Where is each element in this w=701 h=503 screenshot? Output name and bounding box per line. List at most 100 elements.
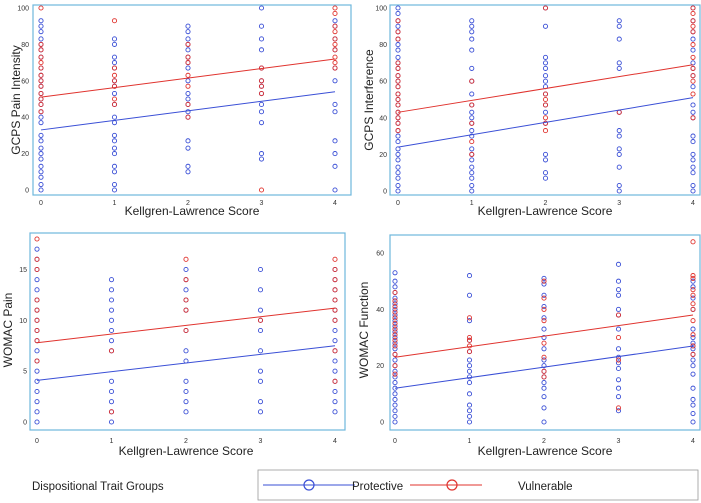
vulnerable-point (542, 115, 549, 121)
vulnerable-point (395, 29, 401, 35)
protective-point (332, 388, 338, 395)
protective-point (258, 36, 265, 42)
protective-point (108, 307, 115, 313)
vulnerable-point (466, 349, 473, 355)
protective-point (466, 363, 473, 369)
protective-point (34, 277, 40, 283)
protective-point (541, 326, 547, 332)
protective-point (469, 182, 475, 189)
x-tick-label: 0 (396, 200, 400, 207)
vulnerable-point (257, 317, 264, 323)
protective-point (34, 378, 40, 384)
protective-point (466, 408, 473, 414)
protective-point (111, 181, 118, 188)
x-tick-labels: 0 1 2 3 4 (396, 200, 695, 207)
vulnerable-point (332, 60, 338, 66)
protective-point (615, 346, 622, 352)
chart-panel-gcps-interference: GCPS Interference Kellgren-Lawrence Scor… (362, 4, 701, 218)
vulnerable-point (332, 307, 338, 313)
protective-point (258, 23, 265, 29)
protective-point (111, 187, 118, 193)
vulnerable-point (542, 5, 549, 11)
protective-point (108, 399, 115, 405)
protective-point (34, 287, 40, 293)
protective-fit-line (36, 345, 336, 381)
vulnerable-point (395, 128, 401, 134)
protective-point (332, 338, 338, 344)
protective-point (392, 340, 398, 346)
y-tick-label: 5 (23, 369, 27, 376)
protective-point (108, 327, 115, 334)
vulnerable-point (392, 289, 398, 296)
vulnerable-point (615, 405, 622, 411)
chart-panel-womac-function: WOMAC Function Kellgren-Lawrence Score 0… (357, 234, 701, 458)
protective-point (108, 317, 115, 323)
protective-point (258, 109, 265, 115)
protective-point (332, 187, 338, 193)
protective-point (542, 170, 549, 176)
protective-point (257, 399, 264, 405)
protective-point (392, 323, 398, 329)
x-tick-label: 3 (260, 200, 264, 207)
vulnerable-point (690, 239, 696, 245)
y-tick-label: 40 (379, 115, 387, 122)
protective-point (469, 47, 475, 53)
vulnerable-fit-line (394, 314, 694, 358)
protective-point (111, 120, 118, 126)
y-tick-label: 40 (21, 115, 29, 122)
vulnerable-point (542, 102, 549, 108)
x-tick-label: 0 (35, 438, 39, 445)
protective-point (392, 312, 398, 318)
protective-point (690, 164, 696, 170)
protective-point (183, 409, 189, 415)
protective-point (185, 47, 191, 53)
vulnerable-point (690, 10, 696, 17)
protective-point (690, 188, 696, 194)
protective-point (332, 358, 338, 364)
protective-point (257, 409, 264, 415)
protective-point (616, 65, 622, 71)
vulnerable-point (34, 358, 40, 364)
protective-fit-line (397, 97, 694, 148)
protective-point (541, 357, 547, 363)
y-axis-label: GCPS Interference (362, 49, 376, 151)
protective-point (542, 23, 549, 29)
x-axis-label: Kellgren-Lawrence Score (125, 204, 260, 218)
protective-point (395, 10, 401, 17)
protective-point (392, 301, 398, 307)
vulnerable-point (108, 348, 115, 354)
vulnerable-point (183, 297, 189, 303)
protective-point (395, 188, 401, 194)
protective-point (541, 405, 547, 411)
vulnerable-point (332, 378, 338, 384)
vulnerable-point (34, 307, 40, 313)
x-axis-label: Kellgren-Lawrence Score (119, 444, 254, 458)
protective-point (690, 334, 696, 341)
protective-point (469, 133, 475, 139)
vulnerable-point (332, 5, 338, 11)
protective-point (111, 163, 118, 169)
protective-point (541, 385, 547, 391)
vulnerable-point (332, 277, 338, 283)
vulnerable-point (395, 115, 401, 121)
fit-lines (40, 58, 336, 131)
x-tick-label: 0 (393, 438, 397, 445)
protective-point (616, 146, 622, 152)
protective-point (615, 360, 622, 366)
protective-point (469, 109, 475, 115)
protective-point (111, 41, 118, 47)
protective-point (616, 188, 622, 194)
protective-point (183, 287, 189, 293)
vulnerable-point (690, 306, 696, 312)
protective-fit-line (40, 91, 336, 131)
protective-point (38, 174, 44, 180)
vulnerable-point (395, 91, 401, 97)
vulnerable-point (38, 47, 44, 53)
protective-point (34, 409, 40, 415)
protective-point (111, 145, 118, 151)
protective-point (395, 42, 401, 48)
protective-point (392, 306, 398, 312)
vulnerable-point (108, 409, 115, 415)
y-tick-labels: 0 5 10 15 (19, 267, 27, 427)
vulnerable-point (690, 301, 696, 307)
